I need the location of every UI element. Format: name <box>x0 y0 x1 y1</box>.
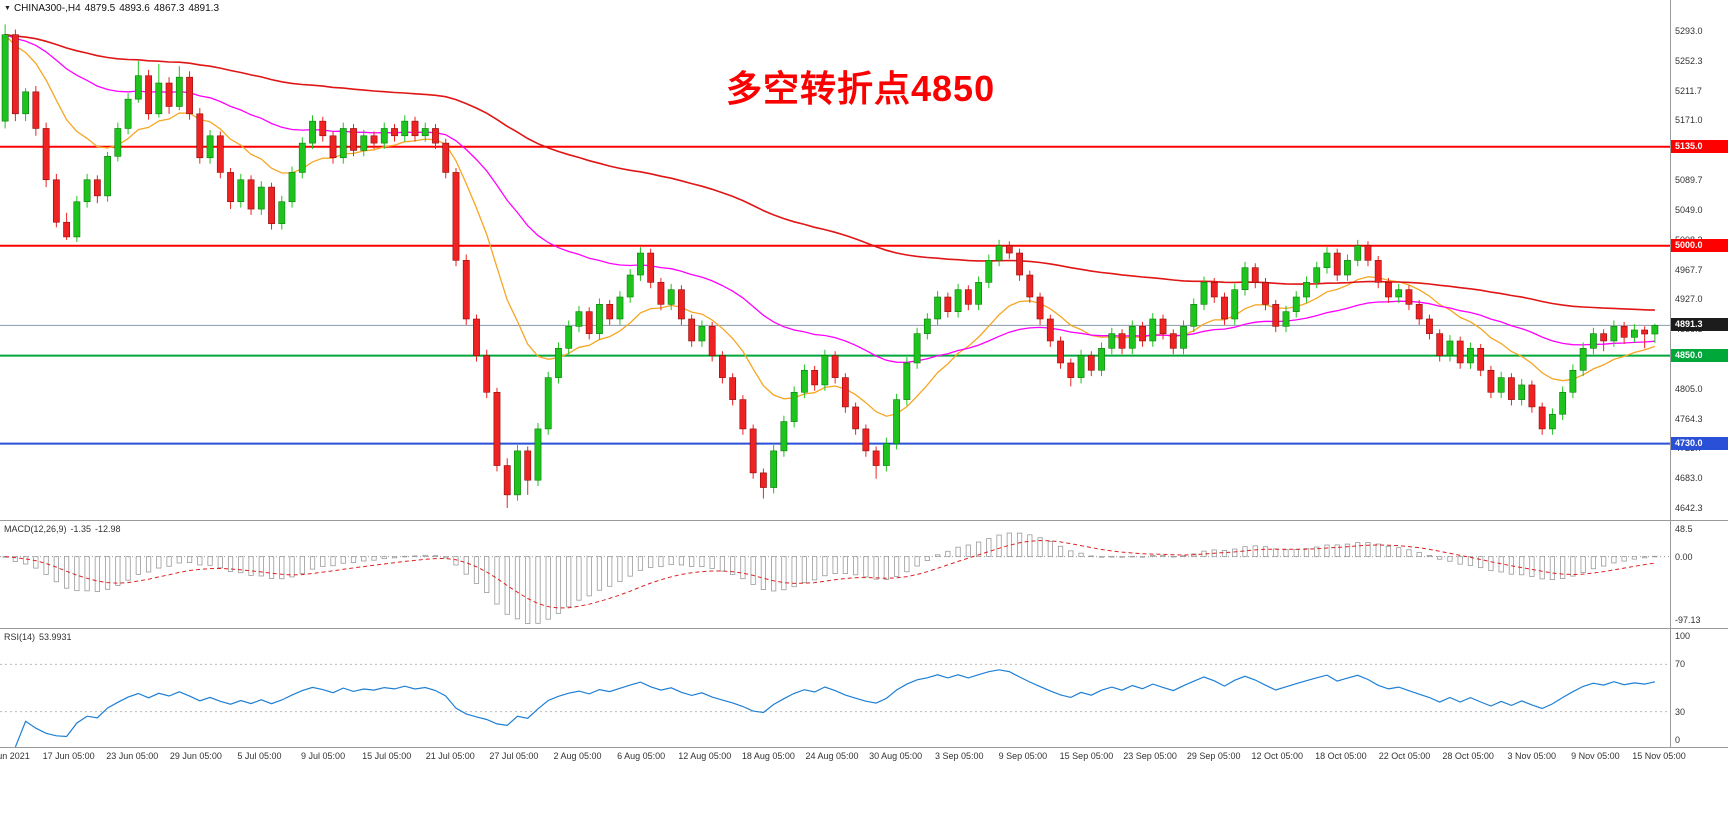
price-axis[interactable]: 5293.05252.35211.75171.05130.35089.75049… <box>1671 0 1728 840</box>
price-tick-label: 4927.0 <box>1675 294 1703 305</box>
quote-high: 4893.6 <box>119 3 150 14</box>
time-tick-label: 15 Sep 05:00 <box>1059 751 1114 761</box>
time-tick-label: 9 Nov 05:00 <box>1571 751 1620 761</box>
chart-annotation-text[interactable]: 多空转折点4850 <box>726 68 996 109</box>
symbol-quote-bar[interactable]: ▼ CHINA300-,H4 4879.5 4893.6 4867.3 4891.3 <box>4 3 223 14</box>
symbol-dropdown-icon[interactable]: ▼ <box>4 5 11 12</box>
time-tick-label: 2 Aug 05:00 <box>553 751 602 761</box>
rsi-value: 53.9931 <box>39 632 72 642</box>
time-tick-label: 3 Sep 05:00 <box>934 751 984 761</box>
macd-value-1: -1.35 <box>70 524 92 534</box>
price-axis-divider <box>1670 0 1671 747</box>
time-tick-label: 30 Aug 05:00 <box>869 751 923 761</box>
macd-value-2: -12.98 <box>95 524 121 534</box>
time-tick-label: 6 Aug 05:00 <box>617 751 666 761</box>
rsi-axis-label: 30 <box>1675 706 1686 717</box>
time-tick-label: 18 Oct 05:00 <box>1315 751 1367 761</box>
rsi-axis-label: 0 <box>1675 735 1681 745</box>
time-tick-label: 12 Aug 05:00 <box>678 751 732 761</box>
price-tick-label: 4967.7 <box>1675 264 1703 275</box>
hline-price-box: 5000.0 <box>1671 238 1728 252</box>
time-tick-label: 23 Sep 05:00 <box>1123 751 1177 761</box>
price-tick-label: 4764.3 <box>1675 413 1703 424</box>
time-tick-label: 15 Nov 05:00 <box>1632 751 1686 761</box>
macd-axis-label: 48.5 <box>1675 524 1693 534</box>
macd-axis-label: -97.13 <box>1675 615 1701 625</box>
time-tick-label: 17 Jun 05:00 <box>42 751 95 761</box>
rsi-label: RSI(14) 53.9931 <box>4 632 76 642</box>
pane-separator <box>0 747 1728 748</box>
macd-chart[interactable] <box>0 521 1670 628</box>
price-tick-label: 5049.0 <box>1675 204 1703 215</box>
rsi-pane[interactable]: RSI(14) 53.9931 <box>0 629 1670 747</box>
price-tick-label: 4642.3 <box>1675 503 1703 513</box>
macd-pane[interactable]: MACD(12,26,9) -1.35 -12.98 <box>0 521 1670 628</box>
price-tick-label: 5089.7 <box>1675 175 1703 186</box>
macd-axis-label: 0.00 <box>1675 551 1693 562</box>
quote-low: 4867.3 <box>153 3 185 14</box>
rsi-name: RSI(14) <box>4 632 36 642</box>
hline-price-box: 5135.0 <box>1671 139 1728 153</box>
time-tick-label: 9 Sep 05:00 <box>998 751 1048 761</box>
time-tick-label: 22 Oct 05:00 <box>1378 751 1431 761</box>
quote-close: 4891.3 <box>188 3 220 14</box>
current-price-box: 4891.3 <box>1671 318 1728 332</box>
time-tick-label: 29 Jun 05:00 <box>169 751 222 761</box>
rsi-axis-label: 70 <box>1675 659 1686 670</box>
rsi-chart[interactable] <box>0 629 1670 747</box>
symbol-period-label: CHINA300-,H4 <box>13 3 81 14</box>
hline-price-box: 4850.0 <box>1671 348 1728 362</box>
time-tick-label: 10 Jun 2021 <box>0 751 30 761</box>
time-tick-label: 15 Jul 05:00 <box>362 751 412 761</box>
time-axis[interactable]: 10 Jun 2021 17 Jun 05:00 23 Jun 05:00 29 Ju… <box>0 749 1686 767</box>
price-tick-label: 5293.0 <box>1675 26 1703 36</box>
time-tick-label: 3 Nov 05:00 <box>1507 751 1557 761</box>
time-tick-label: 5 Jul 05:00 <box>237 751 282 761</box>
price-tick-label: 5252.3 <box>1675 55 1703 66</box>
time-tick-label: 12 Oct 05:00 <box>1251 751 1304 761</box>
time-tick-label: 24 Aug 05:00 <box>805 751 859 761</box>
pane-separator[interactable] <box>0 520 1728 521</box>
macd-label: MACD(12,26,9) -1.35 -12.98 <box>4 524 125 534</box>
price-pane[interactable]: ▼ CHINA300-,H4 4879.5 4893.6 4867.3 4891.3 多空… <box>0 0 1670 520</box>
pane-separator[interactable] <box>0 628 1728 629</box>
time-tick-label: 18 Aug 05:00 <box>741 751 795 761</box>
macd-name: MACD(12,26,9) <box>4 524 67 534</box>
time-tick-label: 23 Jun 05:00 <box>106 751 159 761</box>
candlestick-chart[interactable] <box>0 0 1670 520</box>
time-tick-label: 27 Jul 05:00 <box>489 751 539 761</box>
price-tick-label: 5211.7 <box>1675 85 1702 96</box>
time-tick-label: 29 Sep 05:00 <box>1186 751 1241 761</box>
price-tick-label: 4683.0 <box>1675 473 1703 484</box>
time-tick-label: 21 Jul 05:00 <box>425 751 475 761</box>
time-tick-label: 28 Oct 05:00 <box>1442 751 1494 761</box>
time-tick-label: 9 Jul 05:00 <box>301 751 346 761</box>
price-tick-label: 5171.0 <box>1675 115 1703 126</box>
rsi-axis-label: 100 <box>1675 631 1691 641</box>
hline-price-box: 4730.0 <box>1671 436 1728 450</box>
quote-open: 4879.5 <box>84 3 116 14</box>
price-tick-label: 4805.0 <box>1675 383 1703 394</box>
